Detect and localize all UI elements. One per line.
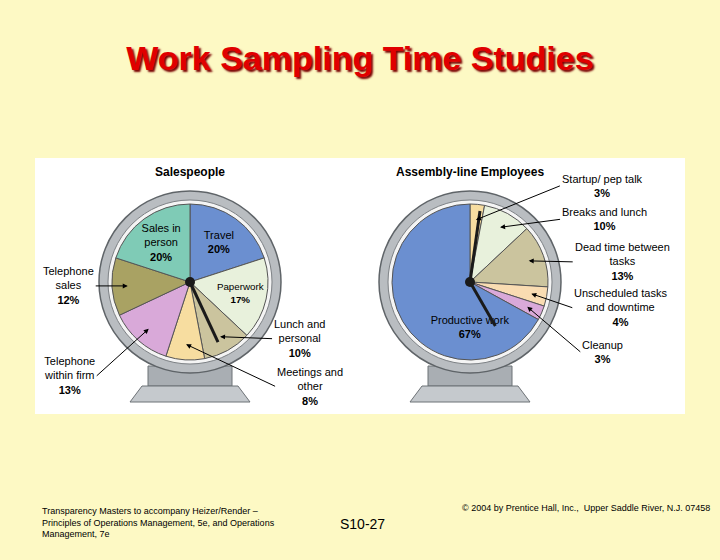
svg-text:Breaks and lunch10%: Breaks and lunch10%	[562, 206, 647, 232]
svg-text:Startup/ pep talk3%: Startup/ pep talk3%	[562, 173, 643, 199]
svg-text:Transparency Masters to accomp: Transparency Masters to accompany Heizer…	[42, 506, 275, 539]
svg-text:Dead time betweentasks13%: Dead time betweentasks13%	[575, 241, 670, 282]
svg-text:Meetings andother8%: Meetings andother8%	[277, 366, 343, 407]
svg-text:S10-27: S10-27	[340, 516, 385, 532]
svg-text:Unscheduled tasksand downtime4: Unscheduled tasksand downtime4%	[574, 287, 667, 328]
svg-text:Productive work67%: Productive work67%	[431, 314, 510, 340]
svg-text:© 2004 by Prentice Hall, Inc.,: © 2004 by Prentice Hall, Inc., Upper Sad…	[462, 503, 710, 513]
svg-text:Cleanup3%: Cleanup3%	[582, 339, 623, 365]
svg-text:Work Sampling Time Studies: Work Sampling Time Studies	[126, 39, 593, 77]
svg-text:Travel20%: Travel20%	[204, 229, 234, 255]
svg-text:Salespeople: Salespeople	[155, 165, 225, 179]
svg-text:Telephonesales12%: Telephonesales12%	[43, 265, 94, 306]
svg-text:Assembly-line Employees: Assembly-line Employees	[396, 165, 544, 179]
svg-text:Paperwork17%: Paperwork17%	[217, 281, 264, 305]
svg-text:Lunch andpersonal10%: Lunch andpersonal10%	[274, 318, 325, 359]
svg-text:Sales inperson20%: Sales inperson20%	[142, 222, 181, 263]
svg-text:Telephonewithin firm13%: Telephonewithin firm13%	[44, 355, 95, 396]
